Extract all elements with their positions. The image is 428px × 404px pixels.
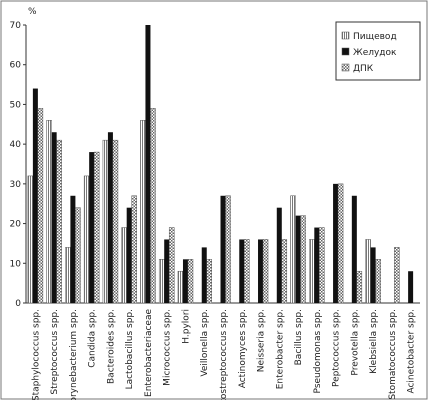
- x-tick-label: Actinomyces spp.: [238, 309, 248, 388]
- x-tick-label: Veillonella spp.: [200, 309, 210, 377]
- legend-label: Желудок: [353, 48, 397, 58]
- bar: [187, 259, 194, 304]
- legend-label: Пищевод: [353, 32, 397, 42]
- bar: [83, 175, 90, 304]
- bar: [145, 25, 151, 303]
- y-tick-label: 70: [10, 21, 22, 31]
- bar: [75, 207, 81, 304]
- y-tick-label: 10: [10, 259, 22, 269]
- x-tick-label: H.pylori: [181, 309, 191, 344]
- x-tick-label: Corynebacterium spp.: [69, 309, 79, 400]
- bar: [225, 195, 231, 304]
- bar: [408, 271, 414, 303]
- x-tick-label: Micrococcus spp.: [163, 309, 173, 386]
- y-tick-label: 50: [10, 100, 22, 110]
- x-tick-label: Enterobacter spp.: [275, 309, 285, 389]
- bar: [370, 247, 376, 303]
- bar: [32, 88, 38, 304]
- bar: [150, 108, 156, 304]
- legend-swatch: [341, 63, 350, 72]
- bar: [37, 108, 44, 304]
- bar: [164, 239, 170, 303]
- y-tick-label: 20: [10, 220, 22, 230]
- x-tick-label: Peptococcus spp.: [332, 309, 342, 387]
- legend-swatch: [341, 47, 350, 56]
- bar: [158, 259, 165, 304]
- bar: [262, 239, 269, 304]
- x-tick-label: Peptostreptococcus spp.: [219, 309, 229, 400]
- x-tick-label: Lactobacillus spp.: [125, 309, 135, 389]
- bar: [314, 227, 320, 303]
- y-tick-label: 60: [10, 61, 22, 71]
- x-tick-label: Candida spp.: [88, 309, 98, 368]
- bar: [102, 139, 109, 304]
- legend-box: [335, 21, 421, 81]
- x-tick-label: Klebsiella spp.: [369, 309, 379, 374]
- bar: [300, 215, 306, 304]
- bar: [319, 227, 325, 304]
- bar: [126, 207, 132, 303]
- x-tick-label: Streptococcus spp.: [50, 309, 60, 395]
- bar: [244, 239, 250, 304]
- bar: [89, 152, 95, 303]
- bar: [276, 207, 282, 303]
- bar: [140, 120, 146, 304]
- bar: [46, 120, 52, 304]
- bar: [121, 227, 127, 304]
- x-tick-label: Acinetobacter spp.: [407, 309, 417, 394]
- bar: [56, 139, 62, 304]
- x-tick-label: Staphylococcus spp.: [31, 309, 41, 400]
- bar: [168, 227, 175, 304]
- bar: [365, 239, 371, 304]
- bar: [93, 151, 100, 304]
- bar: [258, 239, 264, 303]
- bar: [337, 183, 344, 304]
- y-tick-label: 30: [10, 180, 22, 190]
- bar: [177, 270, 184, 304]
- bar: [220, 195, 226, 303]
- x-tick-label: Prevotella spp.: [350, 309, 360, 376]
- x-tick-label: Stomatococcus spp.: [388, 309, 398, 400]
- bar: [295, 215, 301, 303]
- bar: [107, 132, 113, 303]
- x-tick-label: Bacillus spp.: [294, 309, 304, 365]
- bar: [182, 259, 188, 303]
- bar: [394, 247, 400, 304]
- bar: [351, 195, 357, 303]
- legend-swatch: [341, 31, 350, 40]
- bar: [112, 139, 119, 304]
- bar: [65, 247, 71, 304]
- bar: [27, 175, 34, 304]
- bar: [131, 195, 137, 304]
- bar: [309, 239, 315, 304]
- y-tick-label: 0: [15, 299, 21, 309]
- bar: [281, 239, 288, 304]
- bar: [356, 270, 363, 304]
- bar: [206, 259, 212, 304]
- bar: [201, 247, 207, 303]
- bar: [70, 195, 76, 303]
- y-axis-label: %: [28, 7, 37, 17]
- bar: [51, 132, 57, 303]
- bar: [290, 195, 296, 304]
- bar: [375, 259, 381, 304]
- x-tick-label: Pseudomonas spp.: [313, 309, 323, 393]
- x-tick-label: Bacteroides spp.: [106, 309, 116, 384]
- x-tick-label: Neisseria spp.: [257, 309, 267, 372]
- bar: [333, 183, 339, 303]
- bar: [239, 239, 245, 303]
- legend-label: ДПК: [353, 64, 374, 74]
- x-tick-label: Enterobacteriaceae: [144, 309, 154, 397]
- y-tick-label: 40: [10, 140, 22, 150]
